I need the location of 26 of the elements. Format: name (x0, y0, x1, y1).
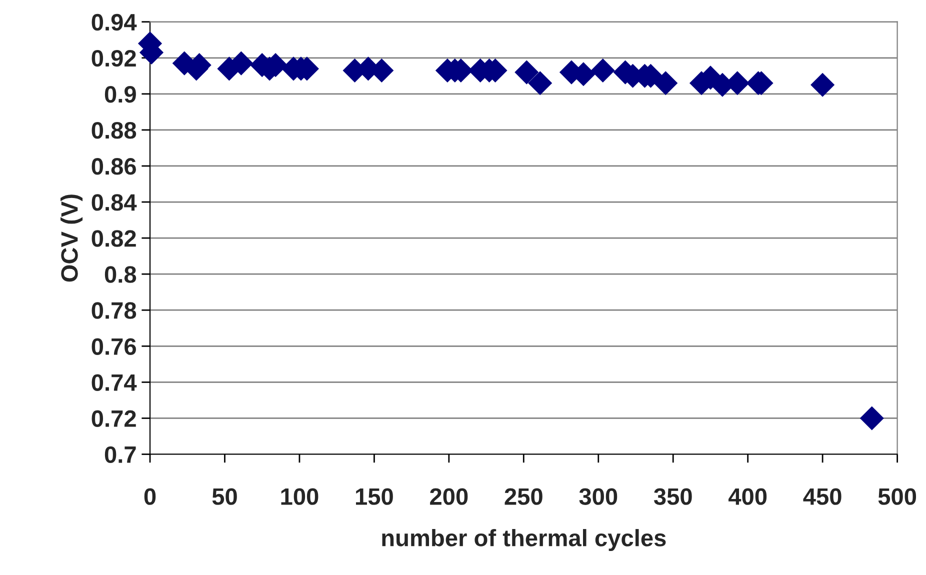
x-tick-label: 150 (356, 488, 393, 505)
y-tick-label: 0.82 (92, 230, 136, 247)
y-tick-label: 0.72 (92, 410, 136, 428)
y-tick-label: 0.74 (92, 374, 137, 391)
x-tick-label: 350 (654, 488, 692, 505)
x-tick-label: 200 (430, 488, 468, 505)
y-tick-label: 0.8 (104, 266, 136, 283)
x-tick-label: 0 (144, 488, 156, 505)
y-tick-label: 0.88 (92, 122, 136, 139)
x-tick-label: 450 (803, 488, 842, 505)
y-tick-label: 0.7 (104, 446, 136, 464)
x-tick-label: 500 (878, 488, 916, 505)
y-axis-title: OCV (V) (60, 194, 83, 282)
x-tick-label: 300 (579, 488, 618, 505)
y-tick-label: 0.92 (92, 50, 136, 67)
y-tick-label: 0.94 (92, 14, 137, 31)
x-tick-label: 50 (212, 488, 237, 505)
x-tick-label: 250 (504, 488, 542, 505)
y-tick-label: 0.86 (92, 158, 136, 175)
y-tick-label: 0.9 (104, 86, 136, 103)
x-tick-label: 100 (281, 488, 318, 505)
y-tick-label: 0.84 (92, 194, 137, 211)
x-axis-title: number of thermal cycles (382, 529, 666, 552)
y-tick-label: 0.78 (92, 302, 136, 319)
y-tick-label: 0.76 (92, 338, 136, 355)
x-tick-label: 400 (728, 488, 767, 505)
